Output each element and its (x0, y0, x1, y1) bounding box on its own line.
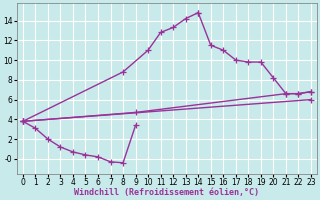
X-axis label: Windchill (Refroidissement éolien,°C): Windchill (Refroidissement éolien,°C) (74, 188, 260, 197)
